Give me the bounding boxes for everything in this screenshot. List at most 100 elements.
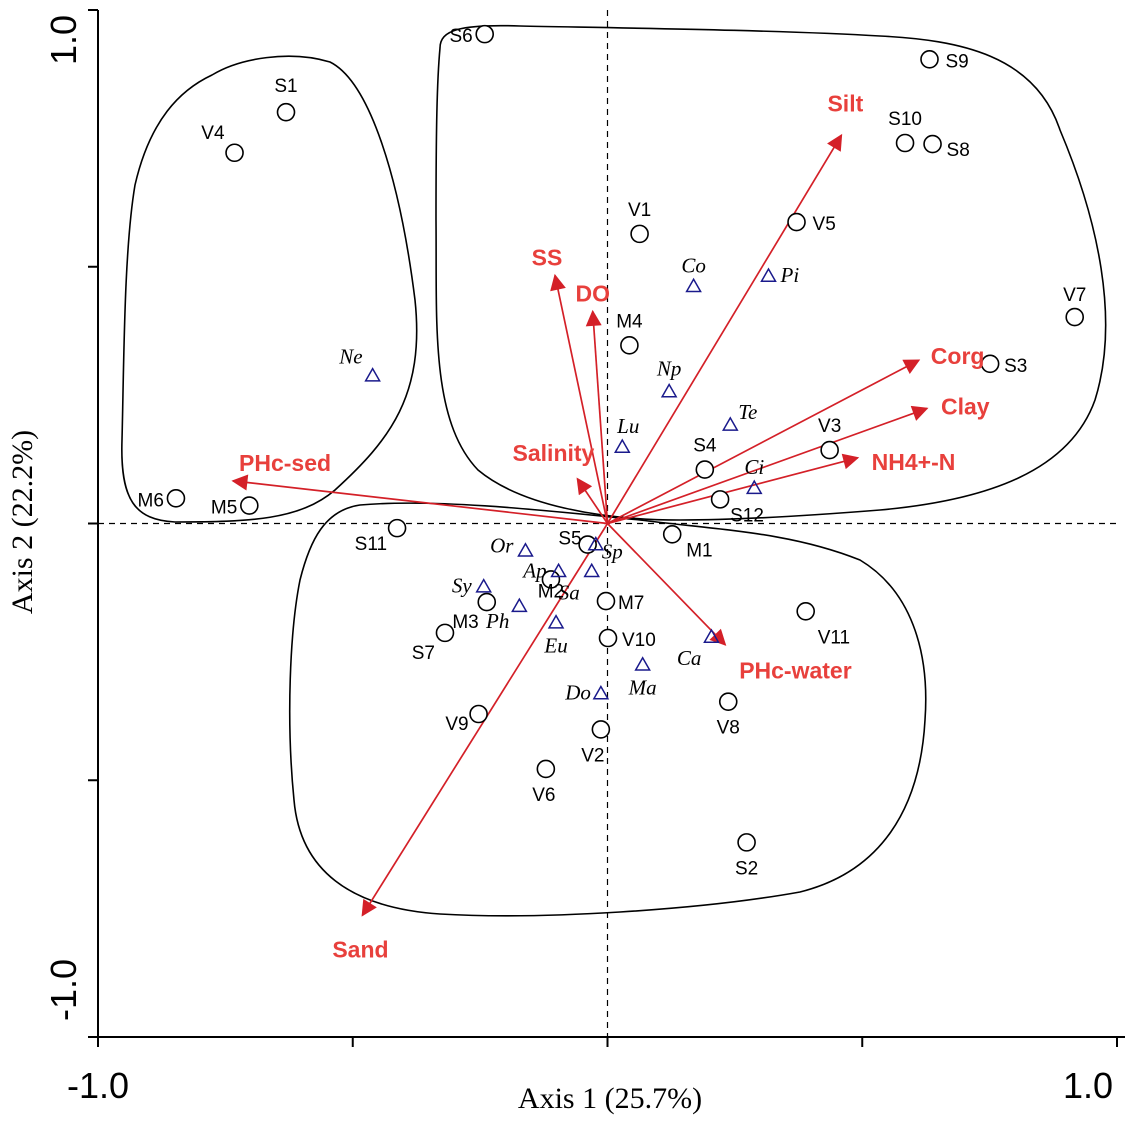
x-tick-label-max: 1.0 — [1063, 1065, 1113, 1106]
env-vector-label: PHc-sed — [239, 450, 331, 476]
site-point — [796, 602, 815, 621]
site-point — [475, 24, 495, 44]
site-label: V4 — [201, 123, 225, 144]
site-label: S1 — [274, 76, 297, 97]
site-point — [435, 623, 455, 643]
env-vector-label: Sand — [332, 936, 388, 962]
site-point — [596, 591, 616, 611]
group-envelope-upper-left — [121, 55, 418, 523]
species-label: Eu — [543, 634, 567, 658]
species-label: Ci — [744, 455, 764, 479]
site-label: S9 — [946, 51, 969, 72]
site-label: V2 — [581, 745, 604, 766]
site-points: S1 V4 S6 S9 S10 S8 V1 V5 V7 M4 S3 V3 S4 S12 M6 M5 S11 S5 M… — [138, 24, 1086, 879]
site-label: V1 — [628, 200, 651, 221]
species-point — [547, 614, 565, 629]
site-label: V3 — [818, 416, 841, 437]
site-point — [598, 628, 618, 648]
site-label: M4 — [616, 311, 643, 332]
group-envelope-upper-right — [435, 24, 1107, 521]
species-label: Pi — [780, 263, 800, 287]
site-point — [980, 354, 1000, 374]
site-label: M7 — [618, 593, 644, 614]
species-point — [583, 562, 600, 578]
site-point — [737, 833, 756, 852]
species-point — [511, 597, 528, 613]
env-vector-label: DO — [575, 280, 610, 306]
species-label: Ap — [521, 558, 546, 582]
species-label: Or — [490, 534, 514, 558]
species-label: Do — [564, 680, 591, 704]
site-label: V6 — [532, 785, 555, 806]
species-label: Sy — [452, 574, 473, 598]
site-point — [662, 524, 682, 544]
site-label: M2 — [538, 581, 564, 602]
species-label: Co — [681, 253, 706, 277]
site-label: S12 — [730, 505, 764, 526]
site-label: V5 — [813, 214, 836, 235]
env-vector-label: PHc-water — [739, 658, 852, 684]
site-point — [620, 336, 639, 355]
site-label: S2 — [735, 858, 758, 879]
site-point — [477, 592, 497, 612]
site-point — [578, 535, 597, 554]
site-point — [710, 490, 730, 509]
env-vector-label: Corg — [931, 343, 985, 369]
site-label: M1 — [686, 540, 712, 561]
site-point — [225, 143, 244, 163]
species-point — [613, 438, 631, 453]
site-label: S11 — [355, 534, 387, 555]
site-label: M3 — [452, 612, 478, 633]
axis-ticks — [88, 9, 1118, 1047]
x-tick-label-min: -1.0 — [67, 1065, 129, 1106]
species-points: Ne Co Pi Np Te Lu Ci Or Sp Ap Sa Sy Ph Eu Ca Ma Do — [338, 253, 799, 704]
env-vector-arrow — [550, 273, 609, 524]
env-vector-label: Silt — [827, 90, 863, 116]
y-axis-title: Axis 2 (22.2%) — [6, 430, 39, 614]
site-point — [536, 759, 556, 779]
site-point — [240, 496, 259, 515]
env-vector-arrow — [231, 474, 608, 525]
species-point — [517, 542, 534, 557]
site-point — [820, 440, 839, 460]
env-vector-label: Clay — [941, 393, 990, 419]
site-point — [923, 134, 942, 154]
site-point — [695, 460, 715, 479]
species-label: Sp — [602, 540, 623, 564]
site-label: M5 — [211, 498, 237, 519]
site-point — [787, 212, 806, 232]
site-point — [1065, 307, 1085, 327]
species-point — [685, 277, 702, 293]
species-label: Ne — [338, 345, 362, 369]
site-label: M6 — [138, 490, 164, 511]
site-label: V8 — [717, 718, 740, 739]
species-point — [550, 562, 567, 578]
site-point — [718, 692, 738, 711]
species-label: Ma — [628, 676, 657, 700]
env-vector-arrow — [607, 453, 860, 525]
site-point — [387, 518, 407, 538]
site-label: S5 — [558, 529, 581, 550]
site-point — [895, 133, 915, 153]
env-vector-arrow — [606, 133, 843, 524]
env-vector-label: SS — [532, 244, 563, 270]
group-envelopes — [121, 24, 1107, 917]
site-label: S10 — [888, 109, 922, 130]
species-label: Sa — [559, 580, 580, 604]
site-label: S6 — [449, 26, 472, 47]
site-label: S4 — [693, 436, 717, 457]
env-vector-label: Salinity — [513, 440, 595, 466]
species-label: Ph — [485, 609, 509, 633]
species-label: Lu — [616, 414, 639, 438]
site-point — [630, 224, 649, 244]
site-label: S3 — [1004, 356, 1027, 377]
site-label: S7 — [412, 643, 435, 664]
site-point — [166, 489, 186, 508]
species-label: Te — [738, 400, 757, 424]
species-point — [703, 628, 720, 643]
group-envelope-lower — [288, 502, 927, 917]
env-vector-arrow — [585, 309, 609, 524]
species-point — [660, 383, 678, 398]
species-point — [745, 479, 763, 495]
